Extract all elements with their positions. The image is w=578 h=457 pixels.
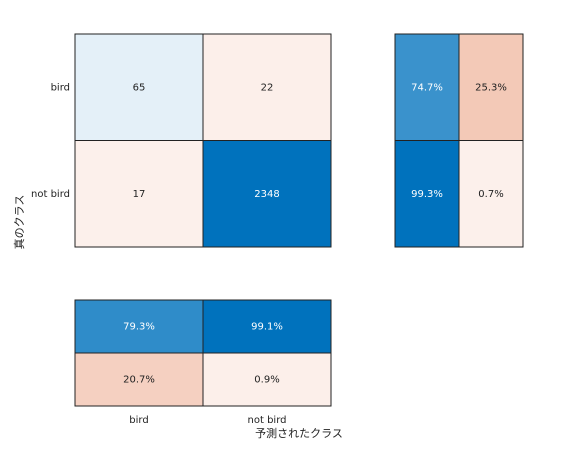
matrix-cell: [74, 33, 204, 141]
matrix-cell: [202, 140, 332, 248]
row-summary-cell-bg: [459, 140, 523, 247]
column-summary-cell-bg: [75, 353, 203, 406]
column-summary-cell: [202, 352, 332, 407]
x-axis-label: 予測されたクラス: [255, 426, 343, 440]
y-tick-label: bird: [51, 82, 70, 93]
matrix-cell-bg: [203, 34, 331, 141]
row-summary-cell-label: 25.3%: [475, 82, 507, 93]
y-axis-label: 真のクラス: [12, 195, 26, 250]
column-summary-cell: [74, 352, 204, 407]
row-summary-cell-bg: [459, 34, 523, 141]
row-summary-cell: [458, 140, 524, 248]
column-summary-cell-label: 99.1%: [251, 322, 283, 333]
y-tick-label: not bird: [31, 189, 70, 200]
column-summary-cell-bg: [203, 353, 331, 406]
row-summary-cell-label: 99.3%: [411, 189, 443, 200]
matrix-cell: [202, 33, 332, 141]
matrix-cell-label: 65: [133, 82, 146, 93]
matrix-cell: [74, 140, 204, 248]
matrix-cell-label: 22: [261, 82, 274, 93]
matrix-cell-label: 17: [133, 189, 146, 200]
column-summary-cell: [74, 299, 204, 354]
row-summary-cell-label: 74.7%: [411, 82, 443, 93]
column-summary-cell: [202, 299, 332, 354]
row-summary-cell-label: 0.7%: [478, 189, 503, 200]
row-summary-cell: [458, 33, 524, 141]
matrix-cell-bg: [75, 34, 203, 141]
column-summary-cell-label: 0.9%: [254, 375, 279, 386]
column-summary-cell-label: 79.3%: [123, 322, 155, 333]
x-tick-label: not bird: [248, 415, 287, 426]
x-tick-label: bird: [129, 415, 148, 426]
matrix-cell-label: 2348: [254, 189, 279, 200]
column-summary-cell-label: 20.7%: [123, 375, 155, 386]
matrix-cell-bg: [75, 140, 203, 247]
